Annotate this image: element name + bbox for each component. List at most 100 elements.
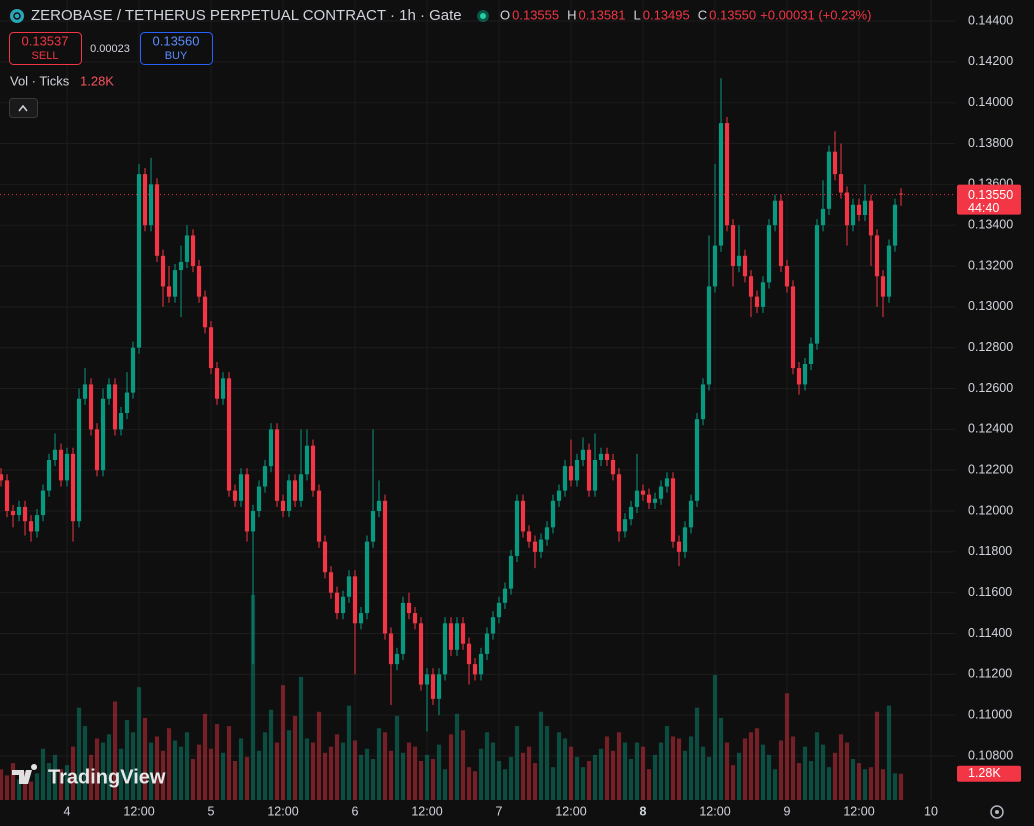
candle-body	[250, 511, 256, 532]
volume-bar	[346, 705, 352, 800]
volume-bar	[202, 713, 208, 800]
volume-bar	[604, 736, 610, 800]
volume-bar	[118, 748, 124, 800]
ohlc-key: H	[567, 7, 576, 22]
candle-body	[646, 494, 652, 503]
volume-bar	[586, 761, 592, 800]
candle-body	[10, 511, 16, 516]
candle-body	[724, 123, 730, 226]
y-tick-label: 0.11600	[968, 585, 1012, 599]
y-tick-label: 0.12400	[968, 422, 1013, 436]
candle-body	[280, 500, 286, 512]
volume-legend-value: 1.28K	[80, 73, 114, 88]
symbol-icon-inner	[13, 12, 21, 20]
y-tick-label: 0.12600	[968, 381, 1013, 395]
y-tick-label: 0.11000	[968, 707, 1012, 721]
candle-body	[862, 200, 868, 215]
volume-bar	[460, 730, 466, 800]
volume-bar	[736, 752, 742, 800]
volume-bar	[832, 752, 838, 800]
volume-bar	[502, 769, 508, 800]
settings-icon-core	[995, 810, 999, 814]
volume-bar	[670, 736, 676, 800]
y-tick-label: 0.12200	[968, 462, 1013, 476]
chart-title: ZEROBASE / TETHERUS PERPETUAL CONTRACT ·…	[31, 7, 462, 24]
volume-bar	[442, 769, 448, 800]
volume-bar	[232, 761, 238, 800]
candle-body	[514, 500, 520, 556]
ohlc-value: 0.13555	[512, 7, 559, 22]
candle-body	[88, 384, 94, 430]
candle-body	[232, 490, 238, 501]
volume-bar	[388, 750, 394, 800]
volume-bar	[844, 742, 850, 800]
volume-bar	[886, 705, 892, 800]
candle-body	[190, 235, 196, 267]
candle-body	[676, 541, 682, 552]
volume-bar	[562, 738, 568, 800]
volume-bar	[766, 754, 772, 800]
volume-bar	[598, 748, 604, 800]
candle-body	[880, 276, 886, 297]
y-tick-label: 0.14000	[968, 95, 1013, 109]
volume-bar	[610, 750, 616, 800]
candle-body	[112, 384, 118, 430]
candle-body	[868, 200, 874, 236]
volume-bar	[340, 742, 346, 800]
volume-bar	[46, 763, 52, 800]
x-tick-label: 12:00	[411, 804, 442, 818]
volume-bar	[874, 711, 880, 800]
candle-body	[694, 419, 700, 501]
ohlc-value: 0.13495	[643, 7, 690, 22]
candle-body	[292, 480, 298, 501]
volume-bar	[94, 738, 100, 800]
candle-body	[850, 204, 856, 226]
x-tick-label: 7	[496, 804, 503, 818]
volume-bar	[280, 685, 286, 800]
candle-body	[838, 174, 844, 193]
volume-bar	[10, 763, 16, 800]
volume-bar	[172, 740, 178, 800]
y-tick-label: 0.14400	[968, 13, 1013, 27]
candle-body	[778, 200, 784, 267]
sell-button[interactable]	[9, 32, 82, 65]
buy-button[interactable]	[140, 32, 213, 65]
y-tick-label: 0.13800	[968, 136, 1013, 150]
candle-body	[820, 208, 826, 226]
volume-bar	[382, 732, 388, 800]
settings-icon[interactable]	[990, 805, 1004, 819]
volume-bar	[238, 738, 244, 800]
candle-body	[802, 364, 808, 385]
volume-bar	[526, 746, 532, 800]
candle-body	[466, 643, 472, 665]
candle-body	[382, 500, 388, 634]
x-tick-label: 9	[784, 804, 791, 818]
volume-bar	[322, 752, 328, 800]
last-price-box	[957, 184, 1021, 215]
volume-bar	[676, 738, 682, 800]
candle-body	[166, 286, 172, 297]
candle-body	[370, 511, 376, 542]
candle-body	[652, 498, 658, 503]
candle-body	[472, 664, 478, 675]
candle-body	[64, 453, 70, 481]
x-tick-label: 6	[352, 804, 359, 818]
volume-bar	[112, 701, 118, 800]
candle-body	[94, 429, 100, 471]
candle-body	[172, 270, 178, 297]
candle-body	[562, 466, 568, 491]
candle-body	[178, 261, 184, 271]
collapse-button[interactable]	[9, 98, 38, 118]
candle-body	[184, 235, 190, 262]
candle-body	[808, 343, 814, 365]
candle-body	[568, 466, 574, 481]
candle-body	[220, 378, 226, 399]
volume-bar	[400, 752, 406, 800]
volume-bar	[304, 738, 310, 800]
candle-body	[244, 474, 250, 532]
volume-bar	[4, 775, 10, 800]
volume-bar	[496, 761, 502, 800]
candle-body	[202, 296, 208, 328]
volume-bar	[100, 742, 106, 800]
volume-title: Vol · Ticks	[10, 73, 70, 88]
